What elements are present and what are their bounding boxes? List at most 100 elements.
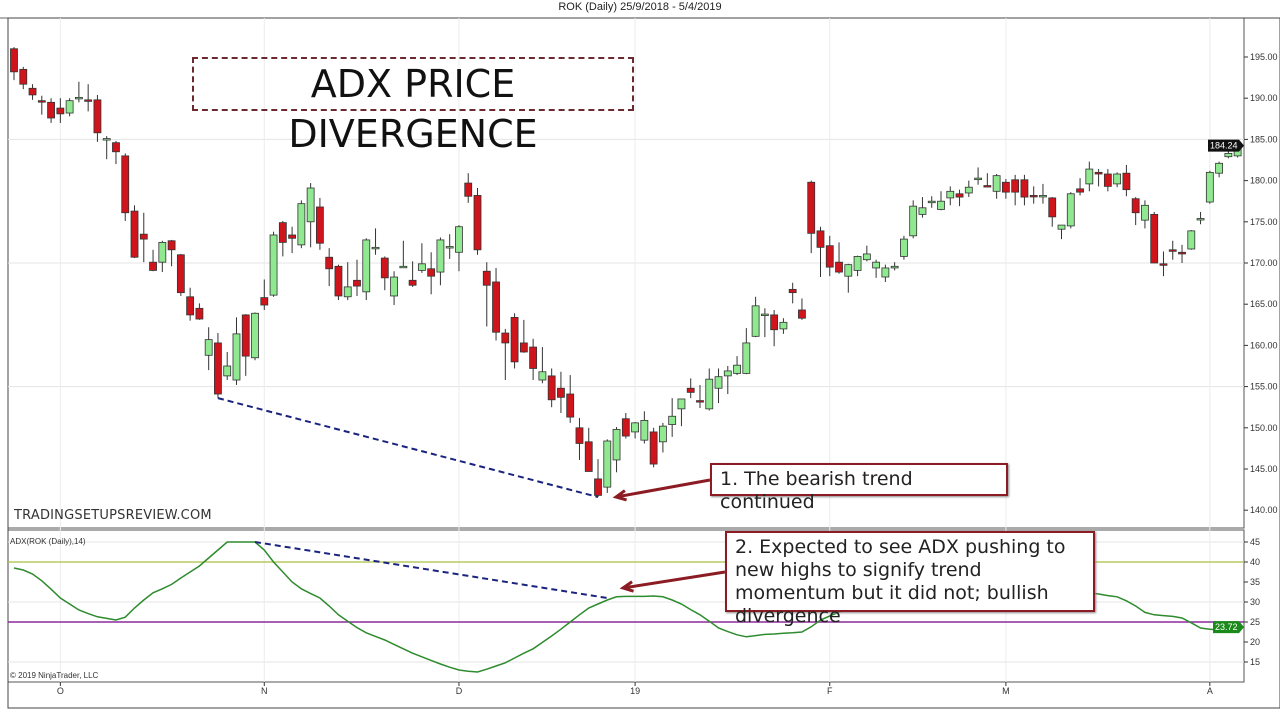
candle <box>288 226 297 254</box>
candle-body-up <box>881 267 890 278</box>
indicator-label: ADX(ROK (Daily),14) <box>10 537 86 546</box>
candle <box>547 368 556 408</box>
candle <box>853 255 862 277</box>
candle <box>390 271 398 306</box>
candle-body-down <box>93 99 102 134</box>
candle-body-up <box>417 263 426 271</box>
candle-body-up <box>1057 224 1066 230</box>
candle-body-up <box>918 207 927 215</box>
price-tick-label: 155.00 <box>1250 382 1278 392</box>
candle <box>918 197 927 218</box>
candle-body-up <box>705 378 714 410</box>
candle-body-down <box>1103 173 1112 187</box>
candle-body-down <box>10 48 18 73</box>
candle-body-down <box>1122 172 1131 191</box>
candle <box>93 94 102 142</box>
candle <box>306 183 315 248</box>
candle <box>121 153 130 221</box>
candle <box>37 95 46 115</box>
candle-body-down <box>584 441 593 472</box>
candle <box>900 235 908 260</box>
candle <box>557 371 565 413</box>
candle <box>881 264 890 282</box>
candle <box>28 84 37 100</box>
candle-body-down <box>278 222 287 243</box>
candle-body-up <box>927 200 936 204</box>
price-tick-label: 165.00 <box>1250 299 1278 309</box>
price-tick-label: 180.00 <box>1250 176 1278 186</box>
price-tick-label: 170.00 <box>1250 258 1278 268</box>
candle <box>232 317 241 385</box>
last-price-tag <box>1208 139 1244 152</box>
candle <box>510 313 519 369</box>
candle-body-up <box>677 398 686 410</box>
candle <box>696 384 704 409</box>
candle-body-up <box>436 239 445 273</box>
candle <box>65 98 74 117</box>
candle-body-down <box>686 387 695 393</box>
candle <box>1159 251 1168 277</box>
month-label: O <box>57 686 64 696</box>
candle <box>862 245 871 262</box>
candle <box>519 319 528 353</box>
candle <box>149 249 157 272</box>
candle <box>139 212 148 263</box>
candle <box>798 298 806 320</box>
candle <box>1215 161 1223 178</box>
candle-body-down <box>241 314 250 357</box>
candle-body-down <box>167 240 176 251</box>
candle <box>1085 161 1094 192</box>
candle <box>723 366 732 395</box>
candle-body-down <box>316 206 324 244</box>
candle <box>241 314 250 376</box>
adx-tick-label: 30 <box>1250 597 1260 607</box>
candle-body-down <box>56 107 65 115</box>
candle <box>659 422 667 453</box>
price-tick-label: 175.00 <box>1250 217 1278 227</box>
candle <box>362 238 371 301</box>
candle <box>176 253 185 296</box>
candle <box>575 417 584 460</box>
candle-body-down <box>130 210 139 258</box>
adx-tick-label: 40 <box>1250 557 1260 567</box>
candle-body-up <box>779 321 788 330</box>
candle-body-down <box>575 427 584 444</box>
candle <box>705 368 714 411</box>
candle <box>1205 170 1214 204</box>
adx-tick-label: 45 <box>1250 537 1260 547</box>
candle-body-up <box>659 425 667 443</box>
candle <box>84 84 93 112</box>
candle-body-down <box>121 155 130 214</box>
candle-body-down <box>353 279 361 287</box>
candle-body-down <box>529 346 538 369</box>
candle-body-up <box>74 96 83 100</box>
candle-body-down <box>501 332 510 344</box>
candle <box>353 259 361 296</box>
candle <box>835 242 843 274</box>
candle-body-down <box>84 99 93 102</box>
candle <box>677 398 686 427</box>
candle-body-up <box>269 234 278 296</box>
headline-box: ADX PRICE DIVERGENCE <box>192 57 634 156</box>
adx-tick-label: 25 <box>1250 617 1260 627</box>
candle-body-up <box>890 265 899 269</box>
candle-body-up <box>964 186 973 194</box>
candle <box>325 248 334 287</box>
candle <box>204 327 213 371</box>
candle <box>760 308 769 338</box>
candle <box>594 459 602 498</box>
candle-body-down <box>798 309 806 319</box>
arrow-callout-2-shaft <box>622 570 726 590</box>
chart-title: ROK (Daily) 25/9/2018 - 5/4/2019 <box>558 1 722 13</box>
candle-body-up <box>1187 230 1196 250</box>
candle-body-up <box>631 422 639 433</box>
candle-body-down <box>696 400 704 403</box>
price-tick-label: 150.00 <box>1250 423 1278 433</box>
candle <box>816 226 825 278</box>
candle-body-up <box>909 205 918 237</box>
candle-body-up <box>751 305 760 337</box>
candle <box>742 328 751 375</box>
candle <box>445 234 454 259</box>
candle <box>1150 211 1159 264</box>
candle-body-down <box>649 431 658 465</box>
